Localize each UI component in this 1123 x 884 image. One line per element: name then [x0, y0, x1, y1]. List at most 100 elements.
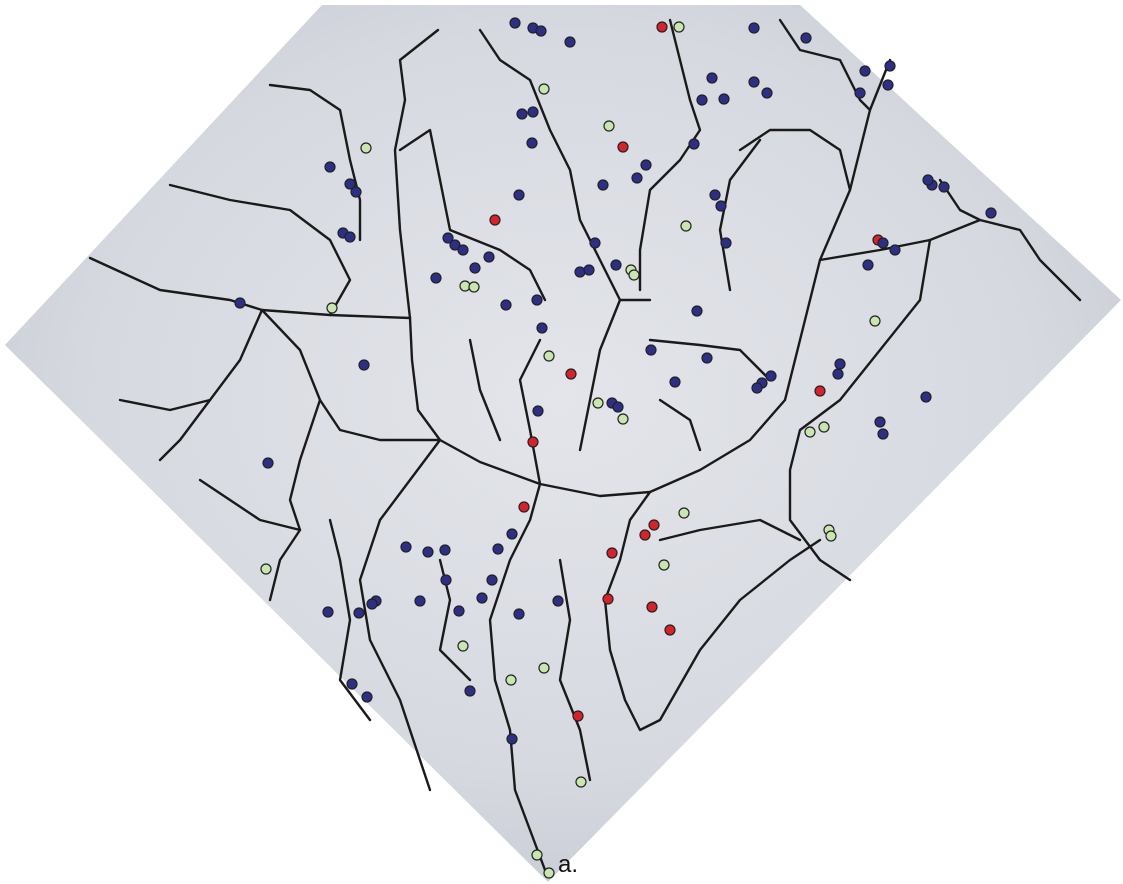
sample-point	[575, 267, 585, 277]
sample-point	[679, 508, 689, 518]
sample-point	[465, 686, 475, 696]
sample-point	[833, 369, 843, 379]
sample-point	[702, 353, 712, 363]
sample-point	[536, 26, 546, 36]
sample-point	[584, 265, 594, 275]
sample-point	[528, 437, 538, 447]
sample-point	[351, 187, 361, 197]
sample-point	[618, 414, 628, 424]
sample-point	[325, 162, 335, 172]
sample-point	[674, 22, 684, 32]
sample-point	[506, 675, 516, 685]
sample-point	[359, 360, 369, 370]
sample-point	[863, 260, 873, 270]
sample-point	[423, 547, 433, 557]
sample-point	[721, 238, 731, 248]
sample-point	[875, 417, 885, 427]
sample-point	[649, 520, 659, 530]
sample-point	[501, 300, 511, 310]
sample-point	[532, 850, 542, 860]
sample-point	[618, 142, 628, 152]
sample-point	[923, 175, 933, 185]
sample-point	[415, 596, 425, 606]
sample-point	[710, 190, 720, 200]
sample-point	[537, 323, 547, 333]
sample-point	[361, 143, 371, 153]
sample-point	[681, 221, 691, 231]
sample-point	[835, 359, 845, 369]
sample-point	[752, 383, 762, 393]
sample-point	[576, 777, 586, 787]
sample-point	[670, 377, 680, 387]
sample-point	[629, 270, 639, 280]
sample-point	[878, 238, 888, 248]
sample-point	[890, 245, 900, 255]
sample-point	[749, 23, 759, 33]
sample-point	[514, 609, 524, 619]
sample-point	[665, 625, 675, 635]
sample-point	[354, 608, 364, 618]
sample-point	[327, 303, 337, 313]
sample-point	[490, 215, 500, 225]
sample-point	[527, 138, 537, 148]
sample-point	[707, 73, 717, 83]
sample-point	[347, 679, 357, 689]
sample-point	[611, 260, 621, 270]
sample-point	[749, 77, 759, 87]
sample-point	[362, 692, 372, 702]
sample-point	[517, 109, 527, 119]
sample-point	[659, 560, 669, 570]
sample-point	[484, 252, 494, 262]
sample-point	[519, 502, 529, 512]
sample-point	[860, 66, 870, 76]
sample-point	[878, 429, 888, 439]
sample-point	[805, 427, 815, 437]
sample-point	[345, 232, 355, 242]
sample-point	[921, 392, 931, 402]
map: a.	[0, 0, 1123, 884]
sample-point	[883, 80, 893, 90]
sample-point	[607, 548, 617, 558]
sample-point	[565, 37, 575, 47]
sample-point	[539, 84, 549, 94]
sample-point	[939, 182, 949, 192]
sample-point	[458, 641, 468, 651]
sample-point	[401, 542, 411, 552]
sample-point	[716, 201, 726, 211]
sample-point	[766, 371, 776, 381]
sample-point	[640, 530, 650, 540]
sample-point	[263, 458, 273, 468]
sample-point	[590, 238, 600, 248]
sample-point	[819, 422, 829, 432]
sample-point	[632, 173, 642, 183]
sample-point	[613, 402, 623, 412]
sample-point	[697, 95, 707, 105]
sample-point	[801, 33, 811, 43]
sample-point	[647, 602, 657, 612]
sample-point	[507, 734, 517, 744]
sample-point	[692, 306, 702, 316]
sample-point	[986, 208, 996, 218]
sample-point	[641, 160, 651, 170]
sample-point	[487, 575, 497, 585]
sample-point	[657, 22, 667, 32]
sample-point	[261, 564, 271, 574]
sample-point	[566, 369, 576, 379]
sample-point	[826, 531, 836, 541]
sample-point	[603, 594, 613, 604]
sample-point	[493, 544, 503, 554]
sample-point	[870, 316, 880, 326]
sample-point	[544, 868, 554, 878]
sample-point	[454, 606, 464, 616]
sample-point	[532, 295, 542, 305]
sample-point	[855, 88, 865, 98]
sample-point	[533, 406, 543, 416]
terrain	[5, 5, 1121, 882]
sample-point	[367, 599, 377, 609]
caption: a.	[558, 851, 578, 878]
sample-point	[544, 351, 554, 361]
sample-point	[885, 61, 895, 71]
sample-point	[719, 94, 729, 104]
sample-point	[762, 88, 772, 98]
sample-point	[598, 180, 608, 190]
